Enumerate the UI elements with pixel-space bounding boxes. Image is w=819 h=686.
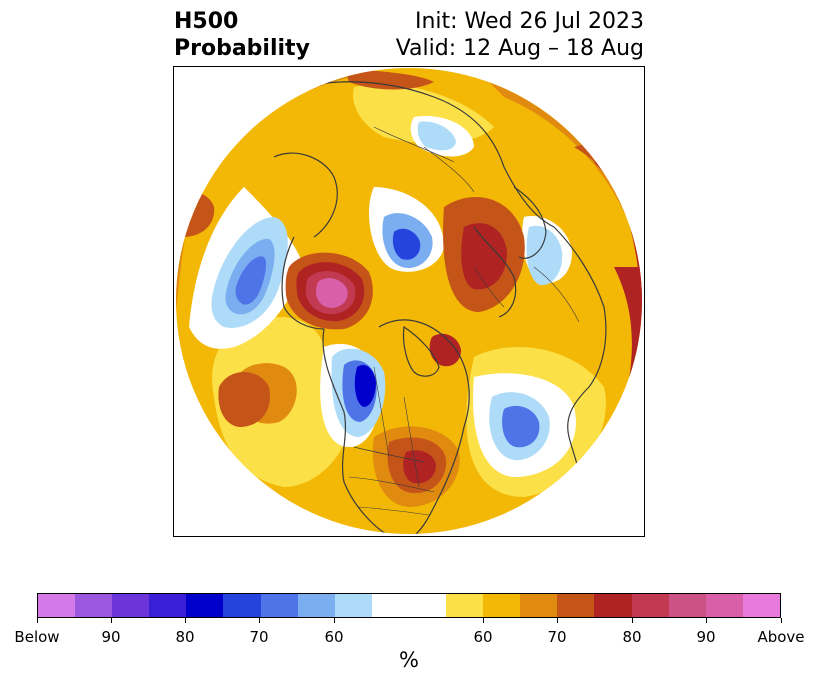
colorbar-segment xyxy=(446,594,484,617)
forecast-field xyxy=(176,68,642,534)
colorbar-segment xyxy=(483,594,521,617)
colorbar-tick-label: 70 xyxy=(249,628,269,646)
colorbar-segment xyxy=(594,594,632,617)
colorbar-tickmark xyxy=(557,618,558,623)
map-title: H500 Probability xyxy=(174,8,310,62)
colorbar-tickmark xyxy=(483,618,484,623)
top-dark-orange xyxy=(344,68,434,90)
colorbar-segment xyxy=(260,594,298,617)
north-america-west-coast xyxy=(322,328,390,534)
colorbar-tickmark xyxy=(185,618,186,623)
title-variable: H500 xyxy=(174,9,239,34)
colorbar-segment xyxy=(112,594,150,617)
colorbar-tickmark xyxy=(781,618,782,623)
usa-red xyxy=(403,450,436,484)
russia-red xyxy=(461,223,507,290)
greenland-east xyxy=(513,186,547,259)
russia-border-2 xyxy=(373,126,455,163)
hudson-red xyxy=(429,333,461,367)
colorbar-tick-label: 90 xyxy=(696,628,716,646)
colorbar-tick-label: 70 xyxy=(547,628,567,646)
colorbar-tick-label: 80 xyxy=(622,628,642,646)
state-lines-4 xyxy=(358,506,430,516)
arctic-dark-blue xyxy=(392,228,421,260)
colorbar-tick-label: Below xyxy=(14,628,60,646)
us-canada-border xyxy=(353,446,425,463)
pacific-dark-orange xyxy=(218,372,270,427)
colorbar-segment xyxy=(520,594,558,617)
colorbar-tickmark xyxy=(334,618,335,623)
colorbar-segment xyxy=(668,594,706,617)
scandinavia-coast xyxy=(553,226,607,388)
colorbar-segment xyxy=(75,594,113,617)
siberia-coast xyxy=(303,81,555,228)
colorbar-tickmark xyxy=(632,618,633,623)
alaska-coast xyxy=(281,236,325,330)
north-america-east-coast xyxy=(378,319,470,534)
colorbar-segment xyxy=(186,594,224,617)
canada-dark-blue xyxy=(354,364,376,407)
bering-coast xyxy=(273,152,338,238)
colorbar-segment xyxy=(223,594,261,617)
greenland-west xyxy=(473,226,517,318)
state-lines-2 xyxy=(403,396,420,488)
colorbar-tick-label: 90 xyxy=(101,628,121,646)
title-type: Probability xyxy=(174,36,310,61)
colorbar xyxy=(37,593,781,618)
colorbar-segment xyxy=(742,594,780,617)
colorbar-segment xyxy=(705,594,743,617)
colorbar-tick-label: 60 xyxy=(473,628,493,646)
colorbar-segment xyxy=(334,594,372,617)
valid-range: Valid: 12 Aug – 18 Aug xyxy=(395,36,644,61)
coastlines xyxy=(273,81,607,534)
probability-map xyxy=(173,66,645,537)
hudson-bay xyxy=(402,325,440,377)
colorbar-tick-label: Above xyxy=(757,628,805,646)
colorbar-segment xyxy=(371,594,447,617)
colorbar-segment xyxy=(557,594,595,617)
europe-border-2 xyxy=(533,266,580,323)
map-svg xyxy=(176,68,642,534)
colorbar-unit: % xyxy=(399,648,419,672)
colorbar-tickmark xyxy=(37,618,38,623)
init-date: Init: Wed 26 Jul 2023 xyxy=(414,9,644,34)
colorbar-tickmark xyxy=(706,618,707,623)
arctic-light-blue-2 xyxy=(417,121,456,151)
colorbar-tick-label: 60 xyxy=(324,628,344,646)
forecast-dates: Init: Wed 26 Jul 2023 Valid: 12 Aug – 18… xyxy=(396,8,644,62)
colorbar-tick-label: 80 xyxy=(175,628,195,646)
colorbar-segment xyxy=(631,594,669,617)
atlantic-blue xyxy=(502,405,540,448)
pacific-mid-blue xyxy=(235,256,267,305)
state-lines-3 xyxy=(348,476,435,493)
colorbar-tickmark xyxy=(111,618,112,623)
europe-border-1 xyxy=(473,266,505,308)
siberia-light-blue xyxy=(526,225,563,286)
state-lines-1 xyxy=(373,366,390,458)
alaska-pink xyxy=(316,278,348,308)
colorbar-segment xyxy=(38,594,76,617)
colorbar-segment xyxy=(149,594,187,617)
colorbar-tickmark xyxy=(259,618,260,623)
colorbar-segment xyxy=(297,594,335,617)
